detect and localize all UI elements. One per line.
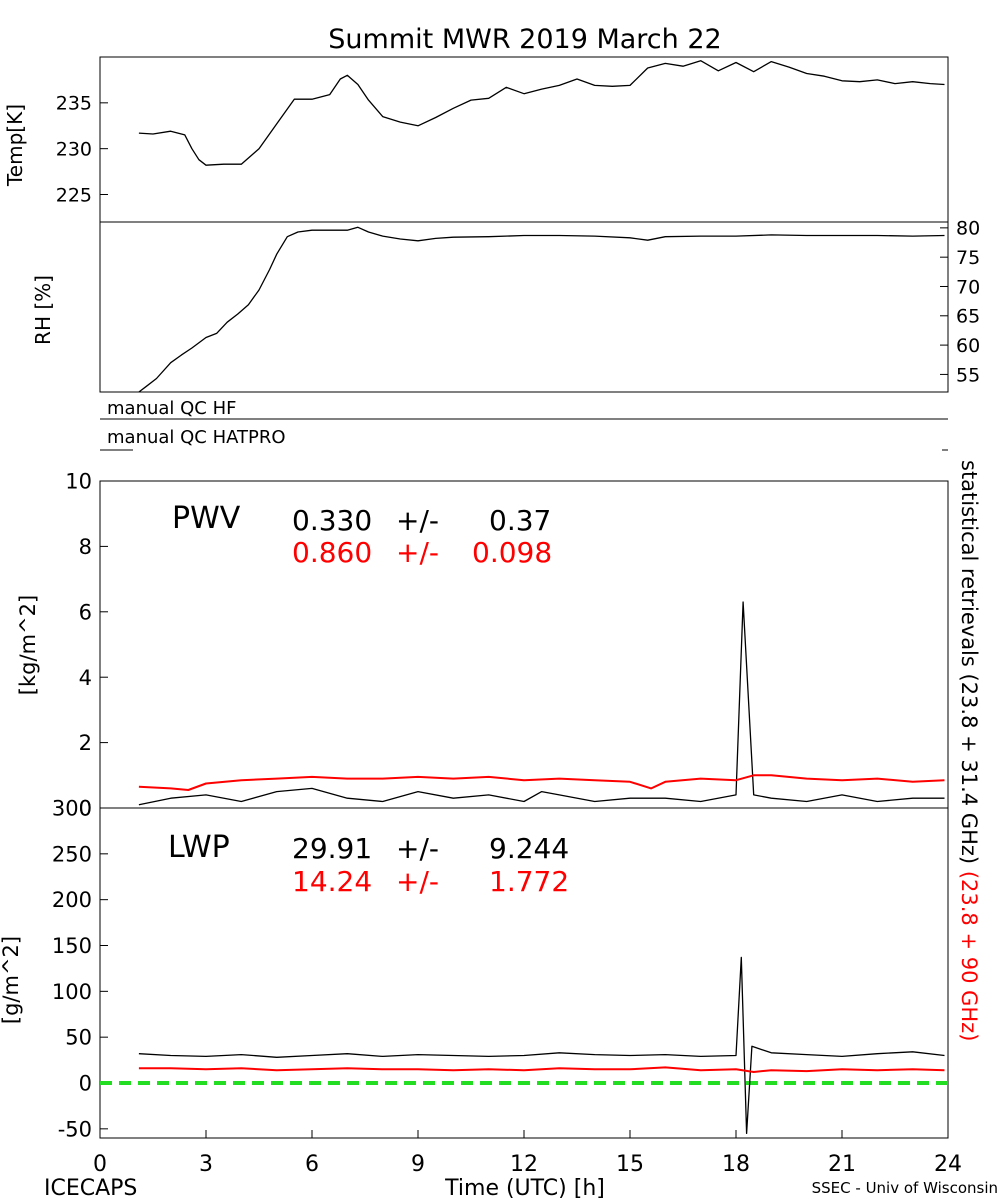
lwp-stat-black-value: 29.91 — [292, 832, 372, 865]
lwp-stat-black-err: 9.244 — [489, 832, 569, 865]
lwp-stat-red-pm: +/- — [396, 865, 439, 898]
temperature-panel: Temp[K] 225 230 235 — [3, 56, 949, 223]
time-xtick-label-2: 6 — [305, 1152, 319, 1177]
lwp-ytick-label-6: 250 — [52, 842, 92, 866]
footer-right: SSEC - Univ of Wisconsin — [812, 1179, 998, 1197]
pwv-ytick-label-1: 2 — [79, 731, 92, 755]
footer-xlabel: Time (UTC) [h] — [444, 1176, 605, 1200]
lwp-series — [138, 956, 945, 1135]
rh-ytick-label-3: 70 — [956, 276, 980, 298]
temp-ytick-label-0: 225 — [56, 184, 92, 206]
pwv-stat-black-pm: +/- — [396, 504, 439, 537]
pwv-stat-red-pm: +/- — [396, 536, 439, 569]
pwv-y-ticks: 0 2 4 6 8 10 — [65, 470, 108, 821]
time-xtick-label-8: 24 — [934, 1152, 962, 1177]
lwp-stats-red: 14.24 +/- 1.772 — [292, 865, 569, 898]
pwv-series — [138, 601, 945, 806]
time-xtick-label-3: 9 — [411, 1152, 425, 1177]
time-xtick-label-7: 21 — [828, 1152, 856, 1177]
right-caption: statistical retrievals (23.8 + 31.4 GHz)… — [957, 460, 981, 1041]
lwp-stat-red-value: 14.24 — [292, 865, 372, 898]
lwp-series-line-0 — [138, 956, 945, 1135]
pwv-panel: [kg/m^2] 0 2 4 6 8 10 PWV 0.330 +/- 0.37 0.86… — [16, 470, 949, 821]
temp-ytick-label-2: 235 — [56, 93, 92, 115]
pwv-stat-black-err: 0.37 — [489, 504, 551, 537]
time-x-ticks: 0 3 6 9 12 15 18 21 24 — [93, 1130, 962, 1177]
lwp-stats-black: 29.91 +/- 9.244 — [292, 832, 569, 865]
rh-plot-frame — [99, 221, 949, 393]
time-xtick-label-5: 15 — [616, 1152, 644, 1177]
rh-ytick-label-0: 55 — [956, 364, 980, 386]
pwv-stats-black: 0.330 +/- 0.37 — [292, 504, 551, 537]
lwp-ytick-label-1: 0 — [79, 1072, 92, 1096]
lwp-series-line-1 — [138, 1066, 945, 1073]
pwv-series-line-1 — [138, 774, 945, 791]
footer-left: ICECAPS — [44, 1176, 137, 1200]
pwv-ytick-label-3: 6 — [79, 600, 92, 624]
temperature-y-ticks: 225 230 235 — [56, 93, 108, 206]
pwv-stat-red-value: 0.860 — [292, 536, 372, 569]
pwv-ytick-label-5: 10 — [65, 470, 92, 494]
lwp-y-ticks: -50 0 50 100 150 200 250 300 — [52, 797, 108, 1141]
time-xtick-label-1: 3 — [199, 1152, 213, 1177]
temp-ytick-label-1: 230 — [56, 139, 92, 161]
time-xtick-label-4: 12 — [510, 1152, 538, 1177]
pwv-panel-label: PWV — [172, 501, 241, 536]
rh-y-ticks: 55 60 65 70 75 80 — [940, 218, 980, 386]
lwp-ytick-label-7: 300 — [52, 797, 92, 821]
figure-title: Summit MWR 2019 March 22 — [328, 24, 721, 55]
lwp-ytick-label-5: 200 — [52, 888, 92, 912]
pwv-ytick-label-0: 0 — [79, 797, 92, 821]
rh-ytick-label-2: 65 — [956, 306, 980, 328]
rh-ytick-label-1: 60 — [956, 335, 980, 357]
rh-series-line-0 — [138, 226, 945, 393]
rh-axis-label: RH [%] — [31, 275, 55, 345]
qc-hf-label: manual QC HF — [107, 398, 236, 419]
lwp-axis-label: [g/m^2] — [0, 936, 23, 1024]
lwp-ytick-label-4: 150 — [52, 934, 92, 958]
lwp-ytick-label-3: 100 — [52, 980, 92, 1004]
lwp-ytick-label-2: 50 — [65, 1026, 92, 1050]
pwv-stats-red: 0.860 +/- 0.098 — [292, 536, 552, 569]
time-xtick-label-6: 18 — [722, 1152, 750, 1177]
rh-panel: RH [%] 55 60 65 70 75 80 — [31, 218, 980, 393]
pwv-series-line-0 — [138, 601, 945, 806]
right-caption-black: statistical retrievals (23.8 + 31.4 GHz) — [957, 460, 981, 864]
pwv-axis-label: [kg/m^2] — [16, 595, 40, 695]
temp-series-line-0 — [138, 60, 945, 166]
lwp-panel-label: LWP — [168, 830, 230, 865]
pwv-stat-black-value: 0.330 — [292, 504, 372, 537]
temperature-series — [138, 60, 945, 166]
qc-strips: manual QC HF manual QC HATPRO — [100, 398, 948, 451]
temperature-axis-label: Temp[K] — [3, 104, 27, 187]
rh-ytick-label-5: 80 — [956, 218, 980, 240]
pwv-ytick-label-2: 4 — [79, 666, 92, 690]
rh-series — [138, 226, 945, 393]
pwv-stat-red-err: 0.098 — [472, 536, 552, 569]
temperature-plot-frame — [99, 56, 949, 223]
rh-ytick-label-4: 75 — [956, 247, 980, 269]
lwp-stat-red-err: 1.772 — [489, 865, 569, 898]
right-caption-red: (23.8 + 90 GHz) — [957, 871, 981, 1042]
time-xtick-label-0: 0 — [93, 1152, 107, 1177]
lwp-ytick-label-0: -50 — [58, 1117, 92, 1141]
lwp-stat-black-pm: +/- — [396, 832, 439, 865]
pwv-ytick-label-4: 8 — [79, 535, 92, 559]
qc-hatpro-label: manual QC HATPRO — [107, 427, 286, 448]
